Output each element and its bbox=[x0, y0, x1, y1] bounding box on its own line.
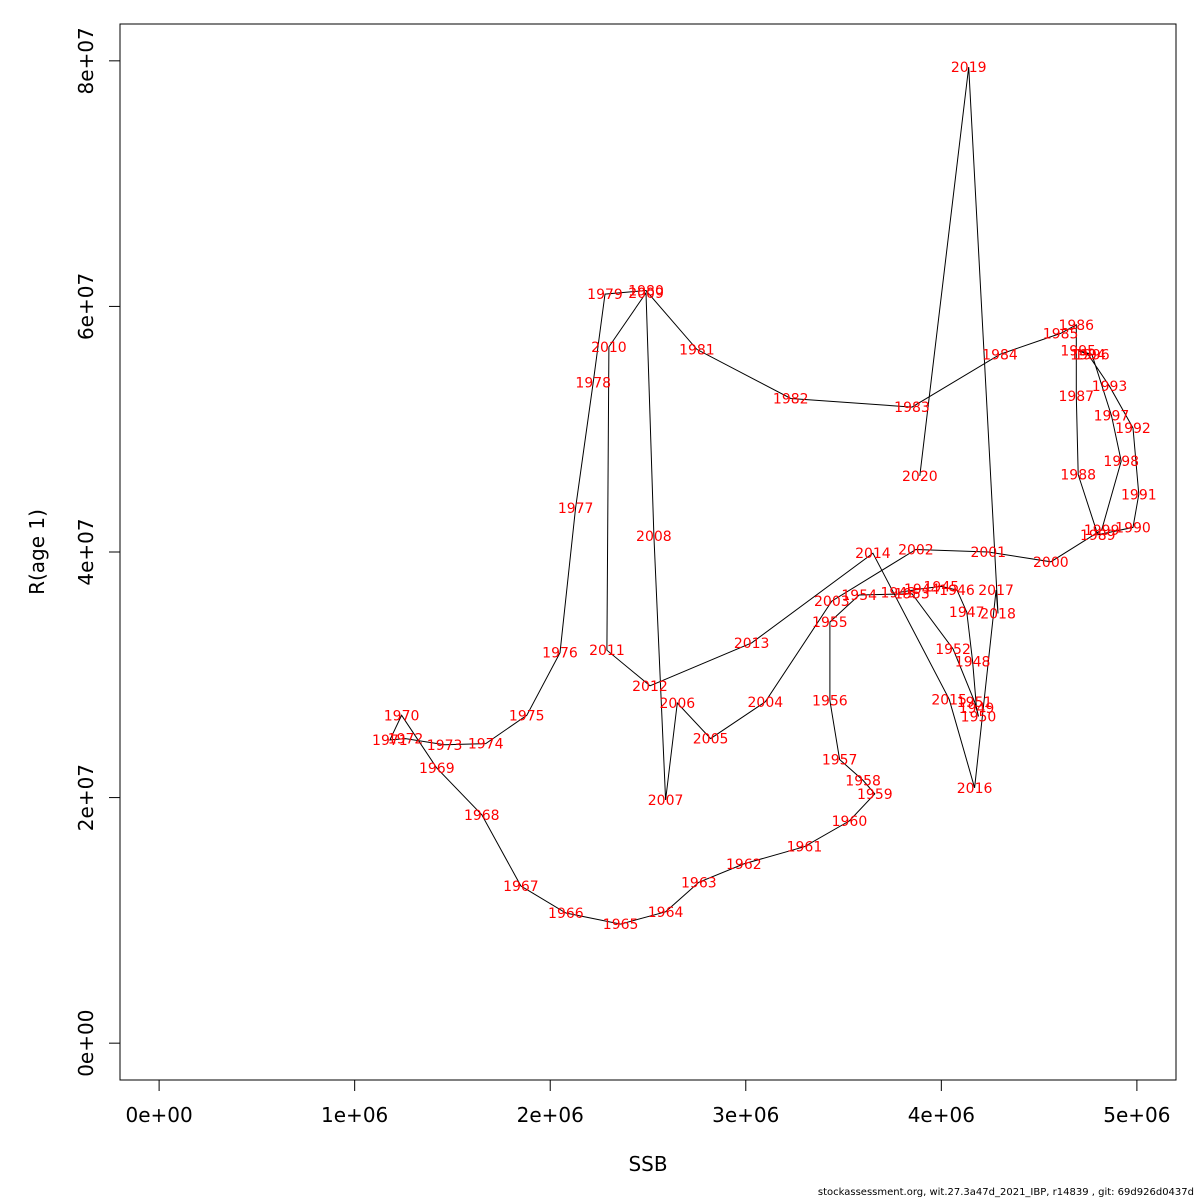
year-label-1992: 1992 bbox=[1115, 421, 1151, 437]
year-label-1944: 1944 bbox=[904, 582, 940, 598]
series-path bbox=[389, 66, 1140, 925]
year-label-1950: 1950 bbox=[961, 710, 997, 726]
year-label-1980: 1980 bbox=[628, 283, 664, 299]
x-tick-label: 0e+00 bbox=[125, 1103, 192, 1127]
x-axis-title: SSB bbox=[628, 1152, 667, 1176]
y-tick-label: 2e+07 bbox=[74, 764, 98, 831]
year-label-2001: 2001 bbox=[970, 545, 1006, 561]
year-label-1954: 1954 bbox=[841, 588, 877, 604]
year-label-1965: 1965 bbox=[603, 917, 639, 933]
year-label-1996: 1996 bbox=[1074, 347, 1110, 363]
x-tick-label: 1e+06 bbox=[321, 1103, 388, 1127]
year-label-2005: 2005 bbox=[693, 732, 729, 748]
year-label-1990: 1990 bbox=[1115, 520, 1151, 536]
year-label-1983: 1983 bbox=[894, 400, 930, 416]
year-label-1985: 1985 bbox=[1043, 326, 1079, 342]
year-label-1995: 1995 bbox=[1060, 344, 1096, 360]
year-label-1943: 1943 bbox=[880, 586, 916, 602]
year-label-1976: 1976 bbox=[542, 646, 578, 662]
year-label-1953: 1953 bbox=[894, 587, 930, 603]
year-label-1962: 1962 bbox=[726, 857, 762, 873]
year-label-1971: 1971 bbox=[372, 733, 408, 749]
x-tick-label: 4e+06 bbox=[908, 1103, 975, 1127]
year-label-1994: 1994 bbox=[1070, 347, 1106, 363]
x-axis: 0e+00 1e+06 2e+06 3e+06 4e+06 5e+06 bbox=[125, 1079, 1171, 1127]
year-label-1972: 1972 bbox=[388, 732, 424, 748]
year-label-1999: 1999 bbox=[1084, 523, 1120, 539]
year-label-2015: 2015 bbox=[931, 692, 967, 708]
year-label-1959: 1959 bbox=[857, 787, 893, 803]
year-label-1979: 1979 bbox=[587, 287, 623, 303]
year-label-2014: 2014 bbox=[855, 546, 891, 562]
year-label-2020: 2020 bbox=[902, 469, 938, 485]
year-label-2019: 2019 bbox=[951, 60, 987, 76]
year-label-1969: 1969 bbox=[419, 761, 455, 777]
year-label-2011: 2011 bbox=[589, 643, 625, 659]
year-label-1982: 1982 bbox=[773, 392, 809, 408]
year-label-1997: 1997 bbox=[1094, 409, 1130, 425]
y-axis-title: R(age 1) bbox=[25, 509, 49, 595]
year-label-2012: 2012 bbox=[632, 679, 668, 695]
year-label-1981: 1981 bbox=[679, 342, 715, 358]
y-tick-label: 0e+00 bbox=[74, 1010, 98, 1077]
year-label-1984: 1984 bbox=[982, 347, 1018, 363]
year-label-2018: 2018 bbox=[980, 606, 1016, 622]
plot-frame bbox=[119, 23, 1177, 1081]
year-label-1968: 1968 bbox=[464, 808, 500, 824]
y-tick-label: 4e+07 bbox=[74, 518, 98, 585]
year-label-2008: 2008 bbox=[636, 529, 672, 545]
year-label-1964: 1964 bbox=[648, 905, 684, 921]
year-label-2004: 2004 bbox=[748, 695, 784, 711]
year-label-1947: 1947 bbox=[949, 605, 985, 621]
year-label-1987: 1987 bbox=[1058, 389, 1094, 405]
year-label-2016: 2016 bbox=[957, 781, 993, 797]
x-tick-label: 3e+06 bbox=[712, 1103, 779, 1127]
year-label-2007: 2007 bbox=[648, 793, 684, 809]
year-label-1949: 1949 bbox=[959, 701, 995, 717]
y-axis: 0e+00 2e+07 4e+07 6e+07 8e+07 bbox=[74, 27, 121, 1077]
y-tick-label: 8e+07 bbox=[74, 27, 98, 94]
footer-credit: stockassessment.org, wit.27.3a47d_2021_I… bbox=[817, 1187, 1194, 1198]
x-tick-label: 2e+06 bbox=[517, 1103, 584, 1127]
year-label-2010: 2010 bbox=[591, 340, 627, 356]
year-label-1977: 1977 bbox=[558, 501, 594, 517]
year-label-1998: 1998 bbox=[1103, 454, 1139, 470]
year-label-1945: 1945 bbox=[924, 579, 960, 595]
year-label-1956: 1956 bbox=[812, 694, 848, 710]
trajectory-line bbox=[389, 66, 1140, 925]
year-label-1989: 1989 bbox=[1080, 528, 1116, 544]
year-label-1966: 1966 bbox=[548, 906, 584, 922]
year-label-2003: 2003 bbox=[814, 594, 850, 610]
year-label-1988: 1988 bbox=[1060, 468, 1096, 484]
year-label-1946: 1946 bbox=[939, 583, 975, 599]
year-label-2017: 2017 bbox=[978, 583, 1014, 599]
year-label-2009: 2009 bbox=[628, 286, 664, 302]
year-label-1960: 1960 bbox=[832, 814, 868, 830]
year-label-1963: 1963 bbox=[681, 875, 717, 891]
year-label-1948: 1948 bbox=[955, 654, 991, 670]
year-label-1986: 1986 bbox=[1058, 318, 1094, 334]
year-label-1993: 1993 bbox=[1092, 379, 1128, 395]
year-label-1991: 1991 bbox=[1121, 487, 1157, 503]
year-label-1958: 1958 bbox=[845, 773, 881, 789]
year-label-1955: 1955 bbox=[812, 615, 848, 631]
year-label-2013: 2013 bbox=[734, 636, 770, 652]
year-label-1975: 1975 bbox=[509, 708, 545, 724]
year-label-1961: 1961 bbox=[787, 840, 823, 856]
year-label-2000: 2000 bbox=[1033, 555, 1069, 571]
year-label-1974: 1974 bbox=[468, 737, 504, 753]
year-label-1973: 1973 bbox=[427, 738, 463, 754]
x-tick-label: 5e+06 bbox=[1103, 1103, 1170, 1127]
year-label-1957: 1957 bbox=[822, 753, 858, 769]
year-label-1978: 1978 bbox=[575, 376, 611, 392]
year-label-1952: 1952 bbox=[935, 642, 971, 658]
y-tick-label: 6e+07 bbox=[74, 273, 98, 340]
year-label-1967: 1967 bbox=[503, 879, 539, 895]
year-label-2006: 2006 bbox=[660, 696, 696, 712]
year-label-1970: 1970 bbox=[384, 708, 420, 724]
year-label-2002: 2002 bbox=[898, 543, 934, 559]
year-label-1951: 1951 bbox=[957, 695, 993, 711]
